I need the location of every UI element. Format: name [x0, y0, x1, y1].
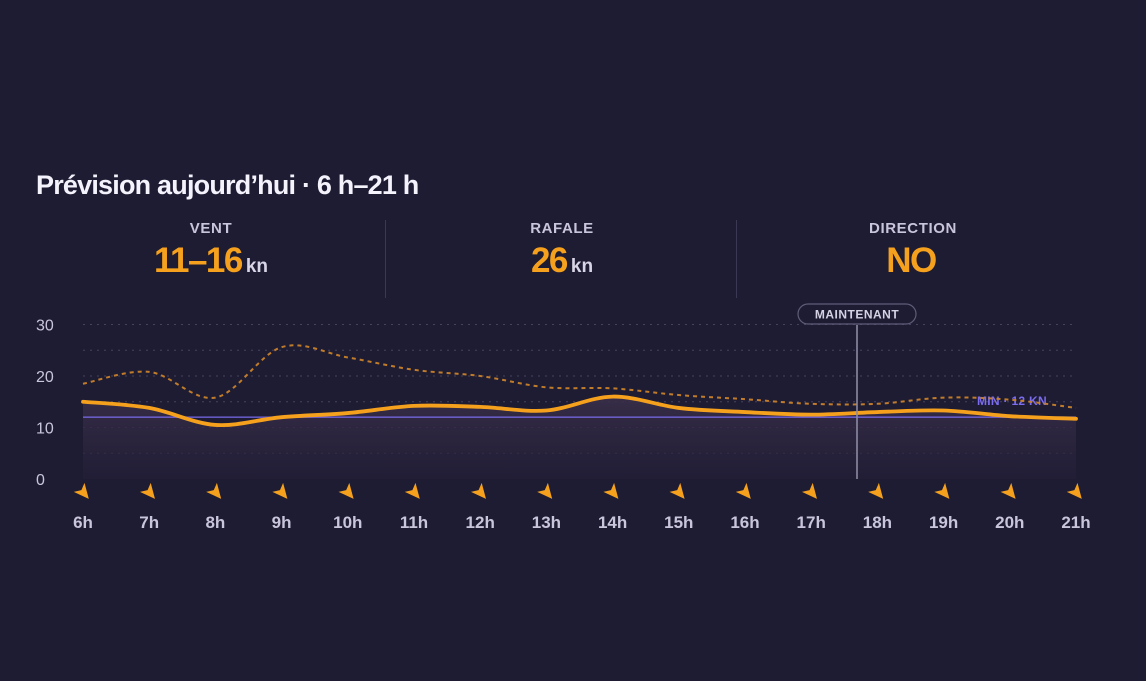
arrow-shape: [73, 482, 89, 499]
arrow-southeast-icon: [338, 482, 354, 499]
arrow-southeast-icon: [735, 482, 751, 499]
arrow-southeast-icon: [206, 482, 222, 499]
arrow-shape: [603, 482, 619, 499]
arrow-shape: [404, 482, 420, 499]
arrow-shape: [669, 482, 685, 499]
arrow-southeast-icon: [139, 482, 155, 499]
x-tick-label: 10h: [333, 513, 362, 532]
arrow-southeast-icon: [404, 482, 420, 499]
arrow-southeast-icon: [669, 482, 685, 499]
y-tick-label: 30: [36, 318, 54, 335]
stats-row: VENT 11–16 kn RAFALE 26 kn DIRECTION NO: [36, 218, 1088, 298]
x-tick-label: 20h: [995, 513, 1024, 532]
x-tick-label: 21h: [1061, 513, 1090, 532]
stat-label: VENT: [189, 220, 233, 237]
arrow-shape: [868, 482, 884, 499]
min-line-label: MIN · 12 KN: [977, 394, 1047, 408]
x-tick-label: 18h: [863, 513, 892, 532]
stat-direction: DIRECTION NO: [738, 218, 1088, 298]
arrow-shape: [1000, 482, 1016, 499]
x-tick-label: 14h: [598, 513, 627, 532]
x-tick-label: 13h: [532, 513, 561, 532]
x-tick-label: 11h: [400, 513, 428, 532]
x-tick-label: 6h: [73, 513, 93, 532]
x-tick-label: 17h: [797, 513, 826, 532]
arrow-southeast-icon: [934, 482, 950, 499]
x-tick-label: 9h: [272, 513, 292, 532]
arrow-southeast-icon: [868, 482, 884, 499]
arrow-shape: [801, 482, 817, 499]
arrow-southeast-icon: [801, 482, 817, 499]
y-tick-label: 0: [36, 472, 45, 489]
x-tick-label: 8h: [205, 513, 225, 532]
forecast-title: Prévision aujourd’hui · 6 h–21 h: [36, 170, 419, 200]
now-marker-label: MAINTENANT: [815, 308, 899, 322]
stat-value: NO: [886, 241, 937, 280]
stat-gust: RAFALE 26 kn: [387, 218, 737, 298]
arrow-shape: [470, 482, 486, 499]
arrow-shape: [537, 482, 553, 499]
arrow-southeast-icon: [272, 482, 288, 499]
arrow-shape: [139, 482, 155, 499]
arrow-southeast-icon: [603, 482, 619, 499]
x-tick-label: 12h: [466, 513, 495, 532]
arrow-southeast-icon: [470, 482, 486, 499]
stat-unit: kn: [245, 256, 269, 277]
arrow-southeast-icon: [1000, 482, 1016, 499]
x-tick-label: 15h: [664, 513, 693, 532]
x-tick-label: 16h: [730, 513, 759, 532]
stat-label: DIRECTION: [869, 220, 957, 237]
arrow-shape: [934, 482, 950, 499]
gust-series-line: [82, 344, 1077, 409]
arrow-southeast-icon: [1066, 482, 1082, 499]
y-tick-label: 20: [36, 369, 54, 386]
arrow-shape: [206, 482, 222, 499]
arrow-shape: [272, 482, 288, 499]
stat-value: 11–16: [153, 241, 243, 280]
arrow-southeast-icon: [73, 482, 89, 499]
arrow-shape: [735, 482, 751, 499]
arrow-shape: [338, 482, 354, 499]
wind-series-line: [81, 394, 1078, 428]
x-tick-label: 19h: [929, 513, 958, 532]
y-tick-label: 10: [36, 421, 54, 438]
arrow-southeast-icon: [537, 482, 553, 499]
stat-value: 26: [530, 241, 568, 280]
arrow-shape: [1066, 482, 1082, 499]
stat-unit: kn: [570, 256, 594, 277]
stat-wind: VENT 11–16 kn: [36, 218, 386, 298]
now-marker-pill: [797, 303, 917, 325]
x-tick-label: 7h: [139, 513, 159, 532]
divider: [385, 220, 386, 298]
wind-chart: 0 10 20 30 MIN · 12 KN MAINTENANT 6h 7h 8h 9h 10h 1…: [36, 303, 1091, 532]
stat-label: RAFALE: [530, 220, 594, 237]
divider: [736, 220, 737, 298]
